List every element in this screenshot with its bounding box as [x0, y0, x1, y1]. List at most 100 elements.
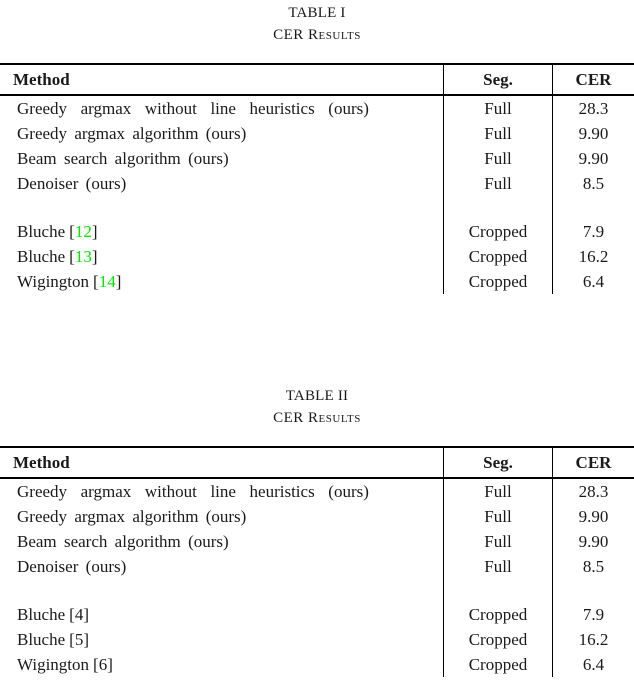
spacer-row [0, 196, 634, 219]
cer-cell: 6.4 [552, 269, 634, 294]
table-row: Wigington [6] Cropped 6.4 [0, 652, 634, 677]
citation-close-bracket: ] [91, 222, 98, 241]
table-1-caption-number: TABLE I [288, 5, 346, 21]
citation-close-bracket: ] [83, 630, 89, 649]
seg-cell: Cropped [443, 269, 552, 294]
column-header-seg: Seg. [443, 448, 552, 477]
table-row: Denoiser (ours) Full 8.5 [0, 554, 634, 579]
cer-cell: 8.5 [552, 554, 634, 579]
method-cell: Greedy argmax algorithm (ours) [17, 124, 247, 143]
seg-cell: Cropped [443, 602, 552, 627]
table-2-caption-number: TABLE II [285, 388, 349, 404]
seg-cell: Full [443, 146, 552, 171]
cer-cell: 7.9 [552, 219, 634, 244]
citation-number: 6 [98, 655, 108, 674]
method-cell: Beam search algorithm (ours) [17, 532, 229, 551]
column-header-seg: Seg. [443, 65, 552, 94]
method-cell: Wigington [14] [0, 269, 443, 294]
method-cell [0, 579, 443, 602]
table-2-header-row: Method Seg. CER [0, 448, 634, 479]
table-row: Greedy argmax without line heuristics (o… [0, 479, 634, 504]
seg-cell: Cropped [443, 652, 552, 677]
column-header-cer: CER [552, 448, 634, 477]
method-cell: Bluche [5] [0, 627, 443, 652]
seg-cell: Full [443, 96, 552, 121]
paper-table-2: TABLE II CER Results Method Seg. CER Gre… [0, 387, 634, 677]
seg-cell: Cropped [443, 627, 552, 652]
cer-cell: 9.90 [552, 121, 634, 146]
author-name: Bluche [17, 222, 66, 241]
table-row: Greedy argmax algorithm (ours) Full 9.90 [0, 121, 634, 146]
author-name: Wigington [17, 655, 90, 674]
cer-cell: 28.3 [552, 479, 634, 504]
table-row: Bluche [4] Cropped 7.9 [0, 602, 634, 627]
cer-cell: 9.90 [552, 146, 634, 171]
citation-close-bracket: ] [83, 605, 89, 624]
column-header-method: Method [13, 453, 70, 472]
cer-cell: 28.3 [552, 96, 634, 121]
method-cell: Denoiser (ours) [17, 174, 127, 193]
method-cell: Greedy argmax algorithm (ours) [17, 507, 247, 526]
table-row: Wigington [14] Cropped 6.4 [0, 269, 634, 294]
citation-number[interactable]: 12 [74, 222, 92, 241]
author-name: Bluche [17, 605, 66, 624]
seg-cell: Full [443, 504, 552, 529]
method-cell: Bluche [4] [0, 602, 443, 627]
cer-cell: 7.9 [552, 602, 634, 627]
method-cell [0, 196, 443, 219]
method-cell: Wigington [6] [0, 652, 443, 677]
citation-close-bracket: ] [115, 272, 122, 291]
seg-cell: Cropped [443, 244, 552, 269]
cer-cell: 16.2 [552, 627, 634, 652]
method-cell: Greedy argmax without line heuristics (o… [17, 482, 369, 501]
method-cell: Beam search algorithm (ours) [17, 149, 229, 168]
seg-cell: Full [443, 171, 552, 196]
table-1-header-row: Method Seg. CER [0, 65, 634, 96]
seg-cell: Full [443, 529, 552, 554]
cer-cell: 8.5 [552, 171, 634, 196]
seg-cell [443, 579, 552, 602]
author-name: Bluche [17, 630, 66, 649]
seg-cell [443, 196, 552, 219]
paper-table-1: TABLE I CER Results Method Seg. CER Gree… [0, 4, 634, 294]
citation-number: 4 [74, 605, 84, 624]
citation-number[interactable]: 14 [98, 272, 116, 291]
method-cell: Bluche [13] [0, 244, 443, 269]
column-header-cer: CER [552, 65, 634, 94]
citation-open-bracket: [ [69, 222, 75, 241]
cer-cell: 6.4 [552, 652, 634, 677]
cer-cell [552, 196, 634, 219]
table-1-caption-title: CER Results [273, 27, 361, 43]
table-row: Beam search algorithm (ours) Full 9.90 [0, 146, 634, 171]
citation-open-bracket: [ [93, 655, 99, 674]
citation-open-bracket: [ [69, 630, 75, 649]
table-row: Bluche [13] Cropped 16.2 [0, 244, 634, 269]
table-row: Bluche [5] Cropped 16.2 [0, 627, 634, 652]
author-name: Bluche [17, 247, 66, 266]
citation-open-bracket: [ [69, 605, 75, 624]
method-cell: Bluche [12] [0, 219, 443, 244]
method-cell: Denoiser (ours) [17, 557, 127, 576]
table-row: Greedy argmax algorithm (ours) Full 9.90 [0, 504, 634, 529]
method-cell: Greedy argmax without line heuristics (o… [17, 99, 369, 118]
cer-cell: 16.2 [552, 244, 634, 269]
cer-cell: 9.90 [552, 504, 634, 529]
table-row: Bluche [12] Cropped 7.9 [0, 219, 634, 244]
citation-close-bracket: ] [91, 247, 98, 266]
cer-cell: 9.90 [552, 529, 634, 554]
table-row: Greedy argmax without line heuristics (o… [0, 96, 634, 121]
table-1-grid: Method Seg. CER Greedy argmax without li… [0, 63, 634, 294]
seg-cell: Full [443, 479, 552, 504]
table-row: Beam search algorithm (ours) Full 9.90 [0, 529, 634, 554]
spacer-row [0, 579, 634, 602]
citation-close-bracket: ] [107, 655, 113, 674]
table-2-grid: Method Seg. CER Greedy argmax without li… [0, 446, 634, 677]
cer-cell [552, 579, 634, 602]
column-header-method: Method [13, 70, 70, 89]
citation-open-bracket: [ [69, 247, 75, 266]
citation-number[interactable]: 13 [74, 247, 92, 266]
author-name: Wigington [17, 272, 90, 291]
table-row: Denoiser (ours) Full 8.5 [0, 171, 634, 196]
citation-number: 5 [74, 630, 84, 649]
seg-cell: Full [443, 554, 552, 579]
